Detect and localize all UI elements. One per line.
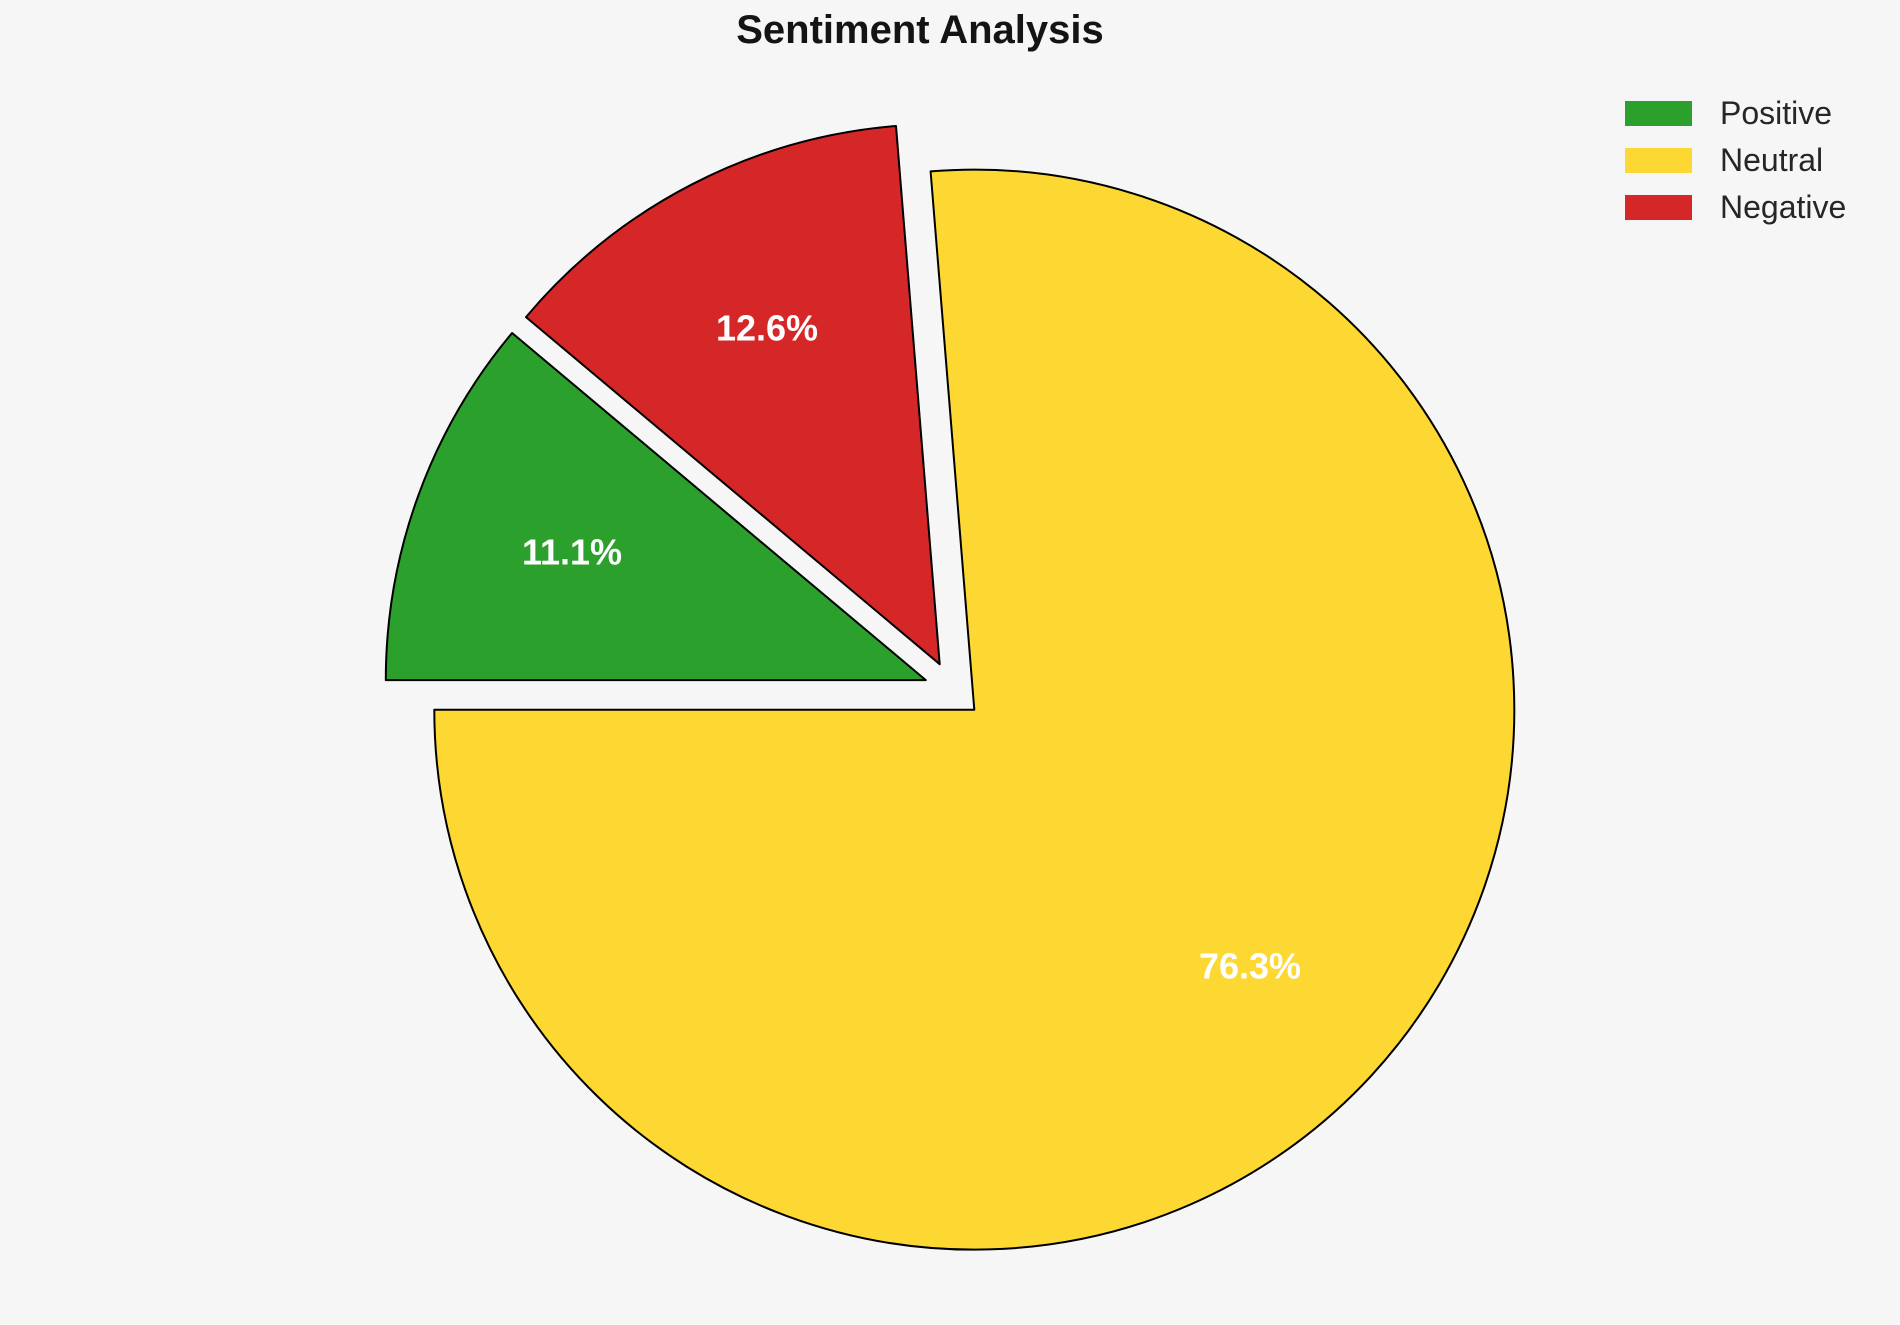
legend-label-neutral: Neutral: [1720, 142, 1824, 178]
legend-swatch-positive: [1625, 101, 1692, 126]
pct-label-positive: 11.1%: [522, 532, 622, 573]
pct-label-negative: 12.6%: [716, 308, 818, 349]
pie-slice-positive: [384, 332, 927, 682]
legend-item-neutral: Neutral: [1625, 142, 1846, 178]
legend: Positive Neutral Negative: [1625, 95, 1847, 225]
chart-title: Sentiment Analysis: [736, 8, 1104, 52]
pct-label-neutral: 76.3%: [1199, 946, 1301, 987]
legend-item-negative: Negative: [1625, 189, 1847, 225]
legend-item-positive: Positive: [1625, 95, 1846, 131]
legend-label-positive: Positive: [1720, 95, 1833, 131]
legend-label-negative: Negative: [1720, 189, 1847, 225]
legend-swatch-neutral: [1625, 148, 1692, 173]
pie-slice-negative: [525, 125, 941, 666]
pie-slice-neutral: [433, 168, 1516, 1251]
legend-swatch-negative: [1625, 195, 1692, 220]
